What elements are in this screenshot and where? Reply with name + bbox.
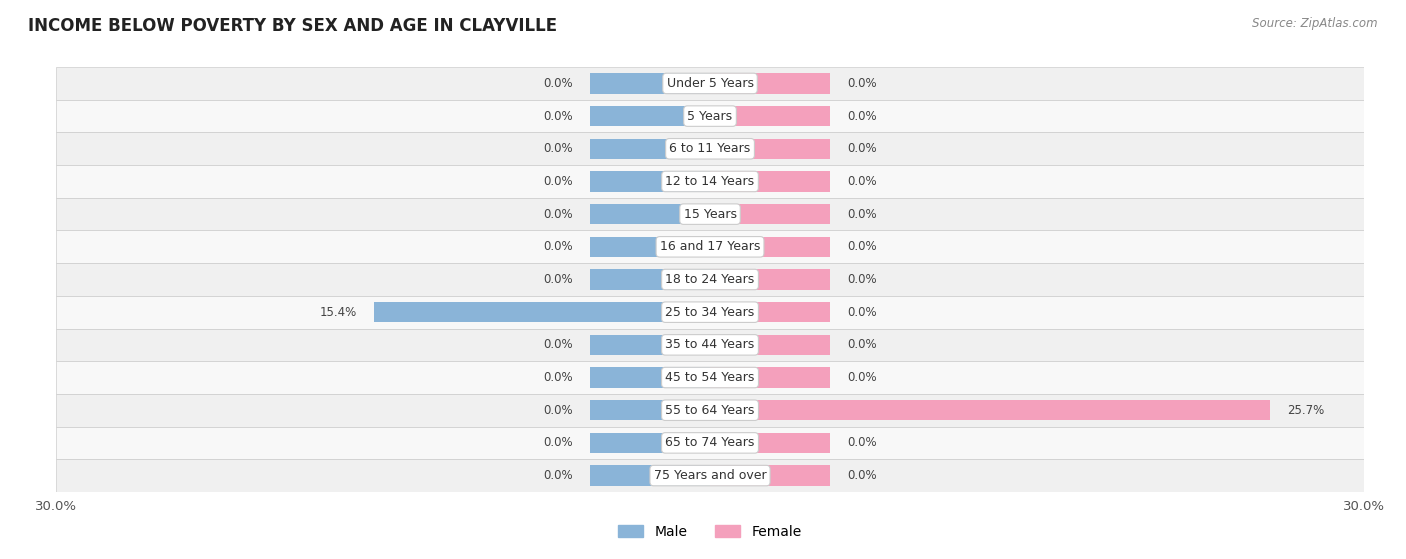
Bar <box>710 400 1270 420</box>
Text: 0.0%: 0.0% <box>848 207 877 221</box>
Text: 16 and 17 Years: 16 and 17 Years <box>659 240 761 253</box>
Bar <box>56 296 1364 329</box>
Text: 15 Years: 15 Years <box>683 207 737 221</box>
Bar <box>591 106 710 126</box>
Text: 0.0%: 0.0% <box>848 77 877 90</box>
Bar <box>56 230 1364 263</box>
Bar <box>591 367 710 388</box>
Text: 0.0%: 0.0% <box>543 338 572 352</box>
Bar <box>710 73 830 93</box>
Text: 0.0%: 0.0% <box>543 240 572 253</box>
Bar <box>591 400 710 420</box>
Text: Under 5 Years: Under 5 Years <box>666 77 754 90</box>
Text: 15.4%: 15.4% <box>319 306 357 319</box>
Bar <box>591 433 710 453</box>
Text: 12 to 14 Years: 12 to 14 Years <box>665 175 755 188</box>
Text: 0.0%: 0.0% <box>848 110 877 122</box>
Bar <box>591 171 710 192</box>
Bar <box>56 329 1364 361</box>
Text: 25.7%: 25.7% <box>1288 404 1324 416</box>
Text: 0.0%: 0.0% <box>848 469 877 482</box>
Text: 25 to 34 Years: 25 to 34 Years <box>665 306 755 319</box>
Bar <box>56 427 1364 459</box>
Text: 0.0%: 0.0% <box>848 273 877 286</box>
Text: 0.0%: 0.0% <box>848 338 877 352</box>
Bar <box>591 466 710 486</box>
Bar <box>591 269 710 290</box>
Text: 0.0%: 0.0% <box>848 437 877 449</box>
Bar <box>56 132 1364 165</box>
Text: 0.0%: 0.0% <box>848 175 877 188</box>
Text: 0.0%: 0.0% <box>848 306 877 319</box>
Bar <box>56 198 1364 230</box>
Text: 0.0%: 0.0% <box>543 469 572 482</box>
Bar <box>591 204 710 224</box>
Text: 55 to 64 Years: 55 to 64 Years <box>665 404 755 416</box>
Bar <box>710 367 830 388</box>
Bar <box>56 100 1364 132</box>
Text: 5 Years: 5 Years <box>688 110 733 122</box>
Bar <box>710 433 830 453</box>
Text: 35 to 44 Years: 35 to 44 Years <box>665 338 755 352</box>
Bar <box>591 335 710 355</box>
Text: 0.0%: 0.0% <box>848 240 877 253</box>
Text: Source: ZipAtlas.com: Source: ZipAtlas.com <box>1253 17 1378 30</box>
Text: 0.0%: 0.0% <box>848 143 877 155</box>
Bar <box>710 139 830 159</box>
Bar <box>710 302 830 323</box>
Text: INCOME BELOW POVERTY BY SEX AND AGE IN CLAYVILLE: INCOME BELOW POVERTY BY SEX AND AGE IN C… <box>28 17 557 35</box>
Text: 75 Years and over: 75 Years and over <box>654 469 766 482</box>
Text: 65 to 74 Years: 65 to 74 Years <box>665 437 755 449</box>
Bar <box>56 165 1364 198</box>
Text: 0.0%: 0.0% <box>543 207 572 221</box>
Text: 0.0%: 0.0% <box>543 273 572 286</box>
Bar <box>56 459 1364 492</box>
Bar <box>710 335 830 355</box>
Text: 6 to 11 Years: 6 to 11 Years <box>669 143 751 155</box>
Text: 0.0%: 0.0% <box>848 371 877 384</box>
Bar <box>710 269 830 290</box>
Bar <box>374 302 710 323</box>
Bar <box>710 236 830 257</box>
Bar <box>710 171 830 192</box>
Text: 0.0%: 0.0% <box>543 110 572 122</box>
Legend: Male, Female: Male, Female <box>613 519 807 544</box>
Bar <box>710 204 830 224</box>
Text: 18 to 24 Years: 18 to 24 Years <box>665 273 755 286</box>
Text: 45 to 54 Years: 45 to 54 Years <box>665 371 755 384</box>
Bar <box>56 361 1364 394</box>
Text: 0.0%: 0.0% <box>543 437 572 449</box>
Text: 0.0%: 0.0% <box>543 77 572 90</box>
Bar <box>591 236 710 257</box>
Text: 0.0%: 0.0% <box>543 371 572 384</box>
Bar <box>56 67 1364 100</box>
Bar <box>591 139 710 159</box>
Bar <box>56 263 1364 296</box>
Bar <box>591 73 710 93</box>
Bar <box>710 466 830 486</box>
Bar <box>56 394 1364 427</box>
Text: 0.0%: 0.0% <box>543 175 572 188</box>
Bar <box>710 106 830 126</box>
Text: 0.0%: 0.0% <box>543 143 572 155</box>
Text: 0.0%: 0.0% <box>543 404 572 416</box>
